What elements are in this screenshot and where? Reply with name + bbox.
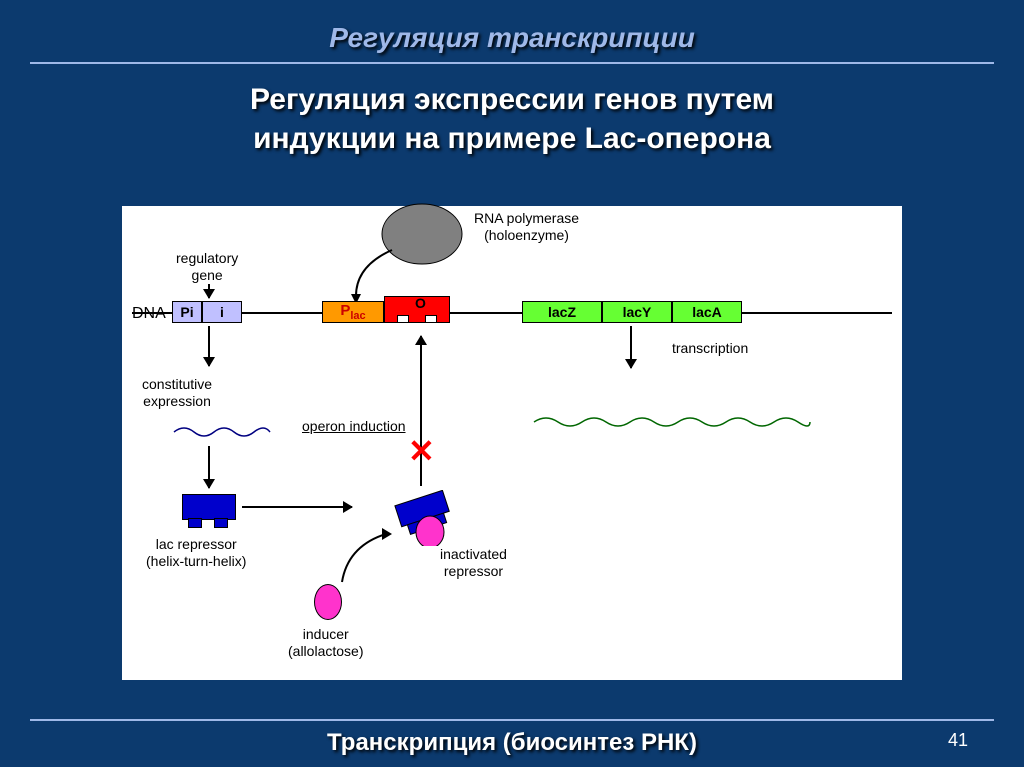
slide-title: Регуляция транскрипции (0, 0, 1024, 62)
subtitle-line1: Регуляция экспрессии генов путем (250, 83, 774, 116)
operon-induction-text: operon induction (302, 418, 406, 435)
lacrep-l2: (helix-turn-helix) (146, 553, 246, 569)
block-o-text: O (415, 295, 426, 311)
dna-label: DNA (132, 304, 166, 323)
dna-line (132, 312, 892, 314)
repressor-notch-1 (188, 518, 202, 528)
block-laca: lacA (672, 301, 742, 323)
inducer-l2: (allolactose) (288, 643, 363, 659)
footer-text: Транскрипция (биосинтез РНК) (0, 729, 1024, 767)
subtitle-line2: индукции на примере Lac-оперона (253, 122, 771, 155)
arrow-inducer-up-icon (338, 526, 398, 586)
block-i-text: i (220, 304, 224, 320)
arrow-reggene-down-icon (208, 284, 210, 298)
operon-induction-label: operon induction (302, 418, 406, 435)
block-lacy-text: lacY (623, 304, 652, 320)
block-pi: Pi (172, 301, 202, 323)
reg-l1: regulatory (176, 250, 238, 266)
inactivated-repressor-label: inactivated repressor (440, 546, 507, 580)
rna-polymerase-label: RNA polymerase (holoenzyme) (474, 210, 579, 244)
slide-number: 41 (948, 730, 968, 751)
cross-icon: ✕ (408, 432, 435, 470)
repressor-notch-2 (214, 518, 228, 528)
mrna-right-icon (532, 410, 812, 432)
footer-rule (30, 719, 994, 721)
reg-l2: gene (192, 267, 223, 283)
regulatory-gene-label: regulatory gene (176, 250, 238, 284)
inducer-icon (314, 584, 342, 620)
lacrep-l1: lac repressor (156, 536, 237, 552)
inducer-l1: inducer (303, 626, 349, 642)
arrow-repressor-right-icon (242, 506, 352, 508)
transcription-label: transcription (672, 340, 748, 357)
mrna-left-icon (172, 422, 272, 440)
arrow-constitutive-down-icon (208, 326, 210, 366)
footer: Транскрипция (биосинтез РНК) (0, 719, 1024, 767)
inducer-label: inducer (allolactose) (288, 626, 363, 660)
slide-subtitle: Регуляция экспрессии генов путем индукци… (0, 64, 1024, 176)
rna-poly-l1: RNA polymerase (474, 210, 579, 226)
block-operator: O (384, 296, 450, 323)
block-lacz: lacZ (522, 301, 602, 323)
rna-poly-l2: (holoenzyme) (484, 227, 569, 243)
constitutive-label: constitutive expression (142, 376, 212, 410)
block-pi-text: Pi (180, 304, 193, 320)
arrow-transcription-down-icon (630, 326, 632, 368)
lac-repressor-label: lac repressor (helix-turn-helix) (146, 536, 246, 570)
operator-slot-1 (397, 315, 409, 323)
diagram-canvas: RNA polymerase (holoenzyme) regulatory g… (122, 206, 902, 680)
operator-slot-2 (425, 315, 437, 323)
block-lacz-text: lacZ (548, 304, 576, 320)
const-l2: expression (143, 393, 211, 409)
arrow-mrna-to-repressor-icon (208, 446, 210, 488)
block-plac: Plac (322, 301, 384, 323)
inact-l1: inactivated (440, 546, 507, 562)
lac-repressor-icon (182, 494, 234, 528)
inactivated-repressor-icon (392, 490, 454, 551)
block-laca-text: lacA (692, 304, 722, 320)
block-lacy: lacY (602, 301, 672, 323)
const-l1: constitutive (142, 376, 212, 392)
inact-l2: repressor (444, 563, 503, 579)
block-i: i (202, 301, 242, 323)
